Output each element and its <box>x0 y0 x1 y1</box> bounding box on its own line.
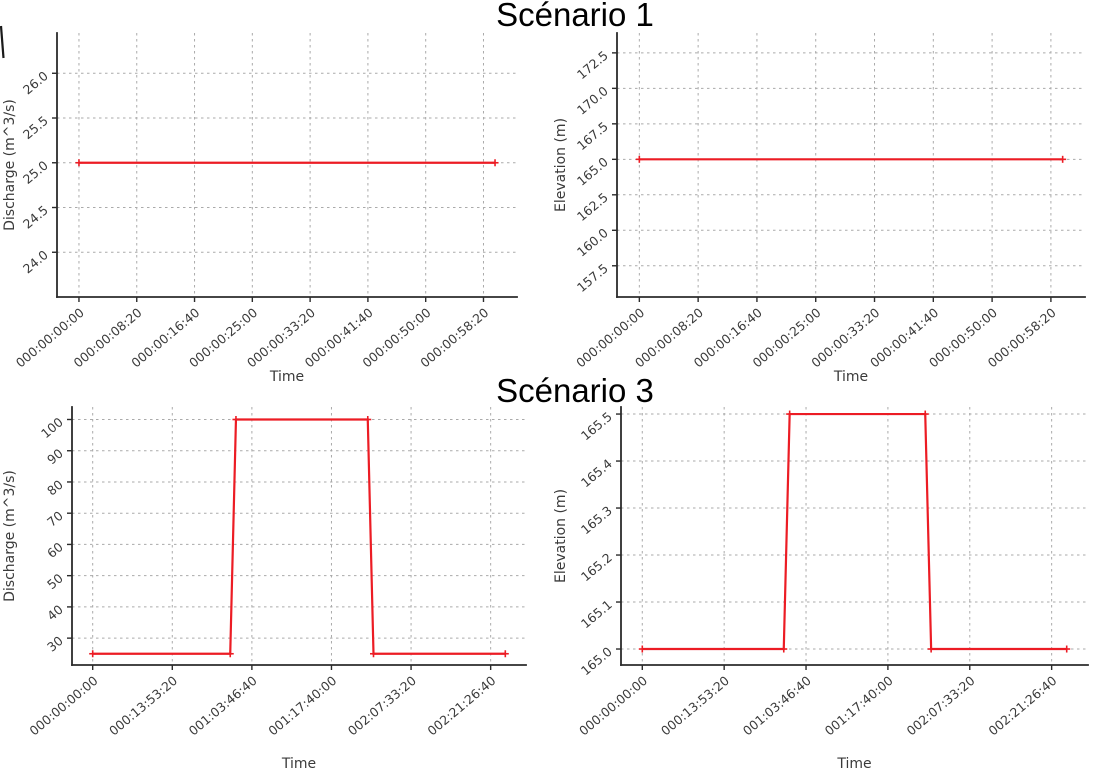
svg-text:60: 60 <box>44 539 66 561</box>
axis-spines <box>616 32 1086 298</box>
svg-text:25.0: 25.0 <box>20 158 51 187</box>
chart-scenario1-discharge: 000:00:00:00 000:00:08:20 000:00:16:40 000:… <box>0 0 552 385</box>
svg-text:90: 90 <box>44 446 66 468</box>
data-point-markers <box>635 155 1067 163</box>
svg-text:162.5: 162.5 <box>574 190 611 225</box>
y-axis-label: Elevation (m) <box>553 118 569 212</box>
tick-marks <box>52 72 485 302</box>
svg-text:50: 50 <box>44 570 66 592</box>
grid-lines <box>57 33 517 297</box>
svg-text:167.5: 167.5 <box>574 119 611 154</box>
axis-spines <box>620 406 1089 666</box>
axis-spines <box>71 406 527 666</box>
svg-text:000:13:53:20: 000:13:53:20 <box>106 673 180 739</box>
y-tick-labels: 30 40 50 60 70 80 90 100 <box>38 414 66 654</box>
scenario3-discharge-plot-svg: 000:00:00:00 000:13:53:20 001:03:46:40 001:… <box>2 406 527 772</box>
svg-text:165.3: 165.3 <box>578 503 615 538</box>
data-line <box>92 418 506 655</box>
cropped-label-edge-artifact <box>0 25 5 59</box>
svg-text:001:03:46:40: 001:03:46:40 <box>740 673 814 739</box>
data-line <box>642 412 1067 651</box>
svg-text:165.0: 165.0 <box>578 644 615 679</box>
scenario1-elevation-plot-svg: 000:00:00:00000:00:08:20000:00:16:40000:… <box>553 32 1086 385</box>
svg-text:002:21:26:40: 002:21:26:40 <box>424 673 498 739</box>
svg-text:157.5: 157.5 <box>574 261 611 296</box>
svg-text:000:00:00:00: 000:00:00:00 <box>26 673 100 739</box>
chart-scenario3-elevation: 000:00:00:00 000:13:53:20 001:03:46:40 001:… <box>552 385 1104 777</box>
x-tick-labels: 000:00:00:00000:00:08:20000:00:16:40000:… <box>13 305 492 371</box>
svg-text:30: 30 <box>44 633 66 655</box>
svg-text:70: 70 <box>44 508 66 530</box>
data-point-markers <box>638 410 1071 653</box>
x-tick-labels: 000:00:00:00 000:13:53:20 001:03:46:40 001:… <box>576 673 1060 739</box>
x-axis-label: Time <box>269 369 304 385</box>
y-axis-label: Discharge (m^3/s) <box>2 99 18 231</box>
svg-text:165.1: 165.1 <box>578 597 615 632</box>
svg-text:165.4: 165.4 <box>578 456 615 491</box>
tick-marks <box>612 52 1052 302</box>
tick-marks <box>616 413 1053 670</box>
data-point-markers <box>75 159 499 167</box>
svg-text:160.0: 160.0 <box>574 225 611 260</box>
y-axis-label: Elevation (m) <box>553 489 569 583</box>
svg-text:001:03:46:40: 001:03:46:40 <box>186 673 260 739</box>
svg-text:80: 80 <box>44 477 66 499</box>
scenario3-elevation-plot-svg: 000:00:00:00 000:13:53:20 001:03:46:40 001:… <box>553 406 1089 772</box>
figure-title-scenario-3: Scénario 3 <box>496 372 654 409</box>
y-tick-labels: 24.0 24.5 25.0 25.5 26.0 <box>20 68 51 276</box>
chart-scenario3-discharge: 000:00:00:00 000:13:53:20 001:03:46:40 001:… <box>0 385 552 777</box>
x-tick-labels: 000:00:00:00000:00:08:20000:00:16:40000:… <box>573 305 1059 371</box>
svg-text:000:00:00:00: 000:00:00:00 <box>576 673 650 739</box>
svg-text:25.5: 25.5 <box>20 113 51 142</box>
svg-text:001:17:40:00: 001:17:40:00 <box>822 673 896 739</box>
svg-text:100: 100 <box>38 414 66 441</box>
svg-text:001:17:40:00: 001:17:40:00 <box>265 673 339 739</box>
x-axis-label: Time <box>833 369 868 385</box>
svg-text:002:07:33:20: 002:07:33:20 <box>345 673 419 739</box>
svg-text:002:07:33:20: 002:07:33:20 <box>904 673 978 739</box>
figure-title-scenario-1: Scénario 1 <box>496 0 654 33</box>
svg-text:24.0: 24.0 <box>20 247 51 276</box>
svg-text:165.0: 165.0 <box>574 154 611 189</box>
tick-marks <box>67 418 492 670</box>
x-tick-labels: 000:00:00:00 000:13:53:20 001:03:46:40 001:… <box>26 673 498 739</box>
x-axis-label: Time <box>836 756 871 772</box>
svg-text:165.5: 165.5 <box>578 409 615 444</box>
grid-lines <box>621 407 1088 665</box>
svg-text:26.0: 26.0 <box>20 68 51 97</box>
svg-text:172.5: 172.5 <box>574 48 611 83</box>
y-axis-label: Discharge (m^3/s) <box>2 470 18 602</box>
svg-text:40: 40 <box>44 602 66 624</box>
chart-scenario1-elevation: 000:00:00:00 000:00:08:20 000:00:16:40 000:… <box>552 0 1104 385</box>
x-axis-label: Time <box>281 756 316 772</box>
scenario1-discharge-plot-svg: 000:00:00:00000:00:08:20000:00:16:40000:… <box>2 32 518 385</box>
svg-text:170.0: 170.0 <box>574 83 611 118</box>
svg-text:000:13:53:20: 000:13:53:20 <box>658 673 732 739</box>
svg-text:165.2: 165.2 <box>578 550 615 585</box>
y-tick-labels: 165.0 165.1 165.2 165.3 165.4 165.5 <box>578 409 615 678</box>
axis-spines <box>56 32 518 298</box>
svg-text:24.5: 24.5 <box>20 202 51 231</box>
grid-lines <box>72 407 526 665</box>
grid-lines <box>617 33 1085 297</box>
data-point-markers <box>89 415 509 658</box>
svg-text:002:21:26:40: 002:21:26:40 <box>985 673 1059 739</box>
